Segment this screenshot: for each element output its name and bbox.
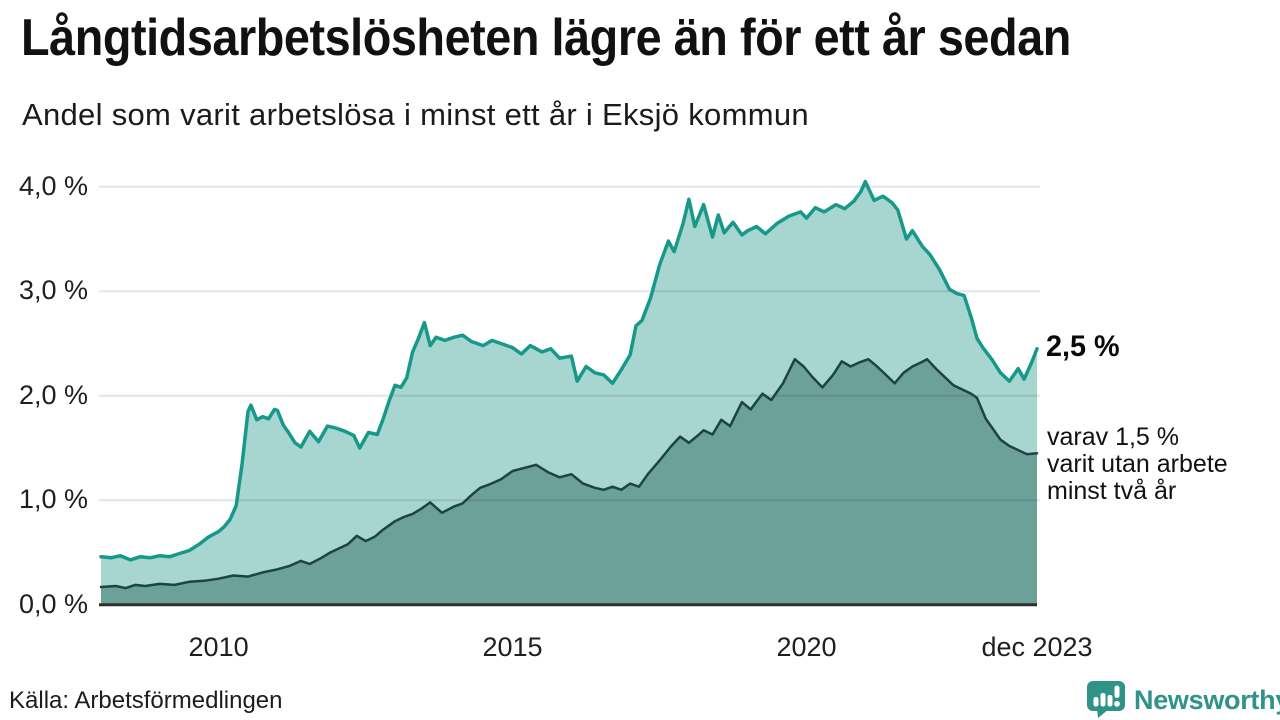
x-axis-tick-label: 2020 xyxy=(776,632,837,662)
unemployed-min-two-years-area xyxy=(101,359,1037,605)
x-axis-tick-label: 2015 xyxy=(482,632,543,662)
annotation-line: varit utan arbete xyxy=(1047,450,1228,478)
y-axis-tick-label: 4,0 % xyxy=(18,170,88,201)
unemployed-min-one-year-line xyxy=(99,179,1039,562)
x-axis-tick-label: dec 2023 xyxy=(981,632,1093,662)
newsworthy-logo-icon xyxy=(1087,681,1125,718)
chart-subtitle: Andel som varit arbetslösa i minst ett å… xyxy=(22,97,809,132)
y-axis-tick-label: 1,0 % xyxy=(18,484,88,515)
newsworthy-logo-text: Newsworthy xyxy=(1134,684,1280,715)
source-credit: Källa: Arbetsförmedlingen xyxy=(9,687,283,714)
unemployed-min-two-years-line xyxy=(99,357,1039,590)
page-title: Långtidsarbetslösheten lägre än för ett … xyxy=(21,9,1071,67)
y-axis-tick-label: 2,0 % xyxy=(18,379,88,410)
annotation-line: varav 1,5 % xyxy=(1047,423,1180,451)
secondary-series-annotation: varav 1,5 % varit utan arbete minst två … xyxy=(1047,424,1228,505)
newsworthy-logo: Newsworthy xyxy=(1086,681,1280,719)
y-axis-tick-label: 3,0 % xyxy=(18,275,88,306)
y-axis-tick-label: 0,0 % xyxy=(18,588,88,619)
x-axis-tick-label: 2010 xyxy=(188,632,249,662)
annotation-line: minst två år xyxy=(1047,477,1177,505)
series-end-value-label: 2,5 % xyxy=(1046,330,1120,363)
